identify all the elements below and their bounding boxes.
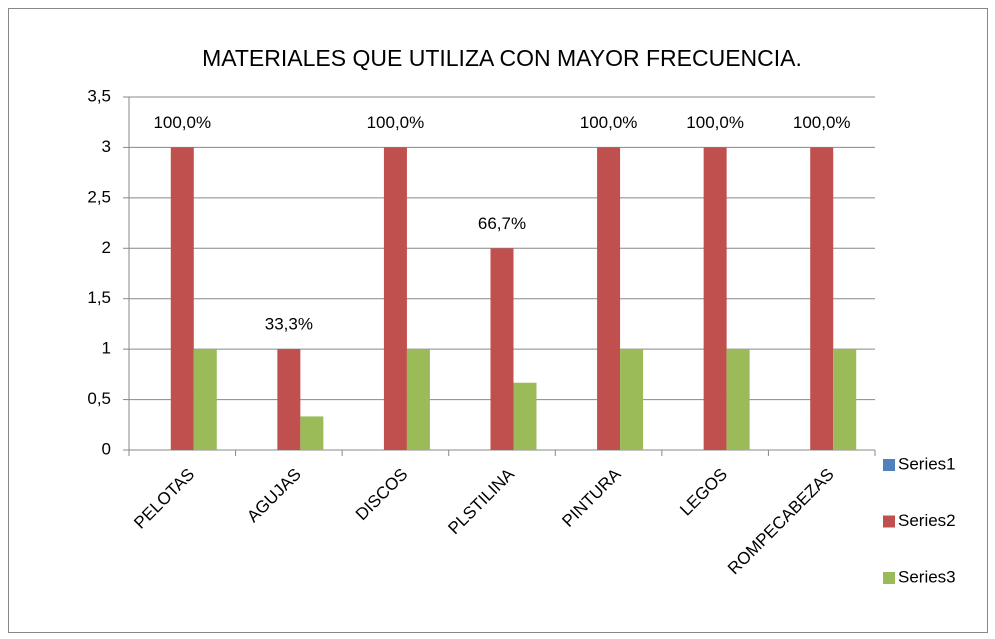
y-tick-label: 1 — [102, 339, 111, 358]
bar — [810, 147, 834, 450]
data-label: 100,0% — [367, 113, 425, 132]
legend-label: Series1 — [898, 454, 956, 473]
y-tick-label: 2 — [102, 238, 111, 257]
bar — [833, 349, 857, 450]
y-tick-label: 1,5 — [87, 288, 111, 307]
bar — [513, 382, 537, 450]
legend-swatch — [883, 572, 895, 584]
y-tick-label: 2,5 — [87, 187, 111, 206]
chart-title: MATERIALES QUE UTILIZA CON MAYOR FRECUEN… — [202, 45, 802, 71]
y-tick-label: 0 — [102, 439, 111, 458]
y-tick-label: 3 — [102, 137, 111, 156]
y-tick-label: 3,5 — [87, 86, 111, 105]
bar — [490, 248, 514, 450]
bar — [597, 147, 621, 450]
bar — [170, 147, 194, 450]
bar — [193, 349, 217, 450]
bar — [620, 349, 644, 450]
legend-label: Series2 — [898, 511, 956, 530]
bar — [726, 349, 750, 450]
data-label: 100,0% — [686, 113, 744, 132]
y-tick-label: 0,5 — [87, 389, 111, 408]
legend-label: Series3 — [898, 567, 956, 586]
data-label: 100,0% — [793, 113, 851, 132]
bar — [300, 416, 324, 450]
data-label: 33,3% — [265, 315, 313, 334]
bar — [383, 147, 407, 450]
data-label: 100,0% — [580, 113, 638, 132]
data-label: 66,7% — [478, 214, 526, 233]
bar — [406, 349, 430, 450]
bar — [703, 147, 727, 450]
bar — [277, 349, 301, 450]
legend-swatch — [883, 515, 895, 528]
data-label: 100,0% — [153, 113, 211, 132]
legend-swatch — [883, 459, 895, 471]
